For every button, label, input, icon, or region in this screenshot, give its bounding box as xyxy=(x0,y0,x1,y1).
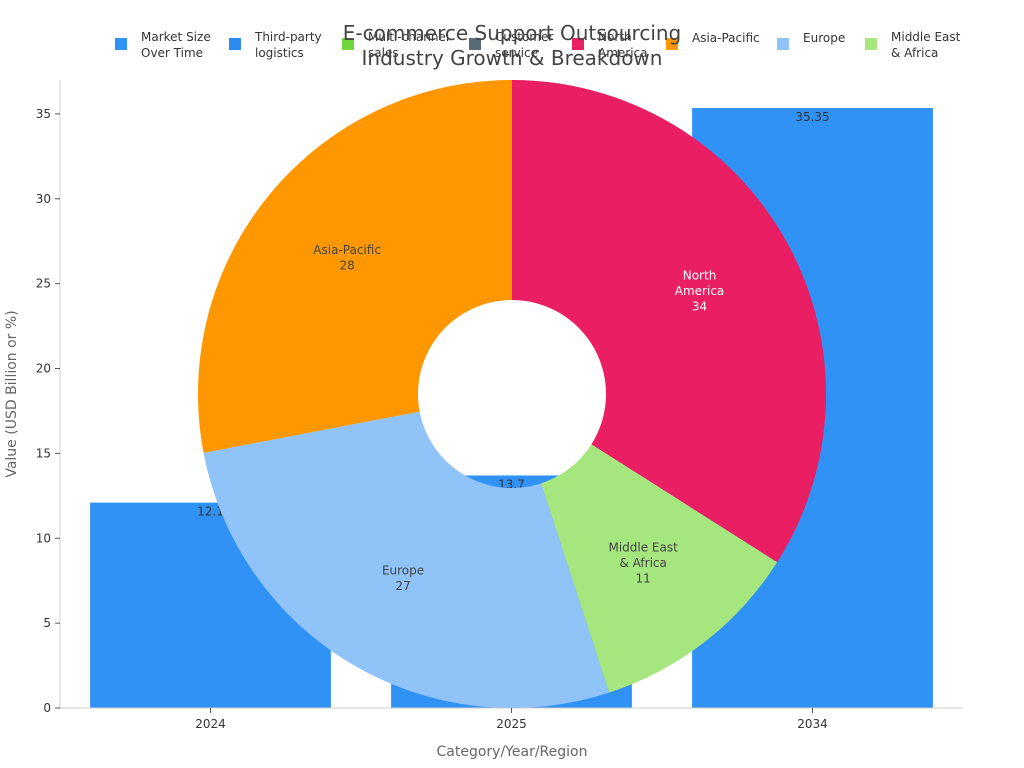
y-tick-label: 0 xyxy=(43,701,51,715)
legend-swatch-asia-pacific xyxy=(666,38,678,50)
legend-swatch-customer-service xyxy=(469,38,481,50)
legend: Market Size Over Time Third-party logistics… xyxy=(115,30,961,60)
legend-swatch-europe xyxy=(777,38,789,50)
legend-label-market-size-over-time: Market Size Over Time xyxy=(141,30,211,60)
x-axis-title: Category/Year/Region xyxy=(437,744,588,760)
y-tick-label: 10 xyxy=(36,531,51,545)
donut-slice-label-north-america: North America 34 xyxy=(675,268,725,313)
y-tick-label: 25 xyxy=(36,277,51,291)
legend-swatch-middle-east-africa xyxy=(865,38,877,50)
x-tick-label: 2025 xyxy=(496,717,527,731)
legend-label-multi-channel-sales: Multi-channel sales xyxy=(368,30,449,60)
y-tick-label: 35 xyxy=(36,107,51,121)
legend-label-north-america: North America xyxy=(598,30,648,60)
donut-slice-label-europe: Europe 27 xyxy=(382,563,424,593)
x-tick-label: 2034 xyxy=(797,717,828,731)
donut-slice-europe xyxy=(203,411,610,708)
legend-swatch-third-party-logistics xyxy=(229,38,241,50)
y-tick-label: 20 xyxy=(36,362,51,376)
y-tick-label: 15 xyxy=(36,446,51,460)
bar-value-label-2024: 12.1 xyxy=(197,505,224,519)
y-axis-title: Value (USD Billion or %) xyxy=(4,310,20,477)
bar-value-label-2034: 35.35 xyxy=(795,110,829,124)
y-tick-label: 5 xyxy=(43,616,51,630)
donut-slice-asia-pacific xyxy=(197,80,512,453)
chart-title: E-commerce Support Outsourcing Industry G… xyxy=(343,21,682,70)
legend-swatch-market-size-over-time xyxy=(115,38,127,50)
legend-swatch-north-america xyxy=(572,38,584,50)
legend-label-customer-service: Customer service xyxy=(495,30,553,60)
chart-title-text: E-commerce Support Outsourcing Industry G… xyxy=(343,21,682,70)
legend-label-asia-pacific: Asia-Pacific xyxy=(692,31,760,45)
x-tick-label: 2024 xyxy=(195,717,226,731)
legend-swatch-multi-channel-sales xyxy=(342,38,354,50)
axis-titles: Category/Year/Region Value (USD Billion o… xyxy=(4,310,587,760)
legend-label-third-party-logistics: Third-party logistics xyxy=(254,30,322,60)
donut-slice-label-middle-east-africa: Middle East & Africa 11 xyxy=(608,541,678,586)
legend-label-middle-east-africa: Middle East & Africa xyxy=(891,30,961,60)
donut-chart: North America 34 Middle East & Africa 11 Europ… xyxy=(197,80,826,708)
donut-slice-north-america xyxy=(512,80,826,563)
legend-label-europe: Europe xyxy=(803,31,845,45)
donut-slice-label-asia-pacific: Asia-Pacific 28 xyxy=(313,243,381,272)
y-tick-label: 30 xyxy=(36,192,51,206)
donut-slice-middle-east-africa xyxy=(541,444,778,693)
